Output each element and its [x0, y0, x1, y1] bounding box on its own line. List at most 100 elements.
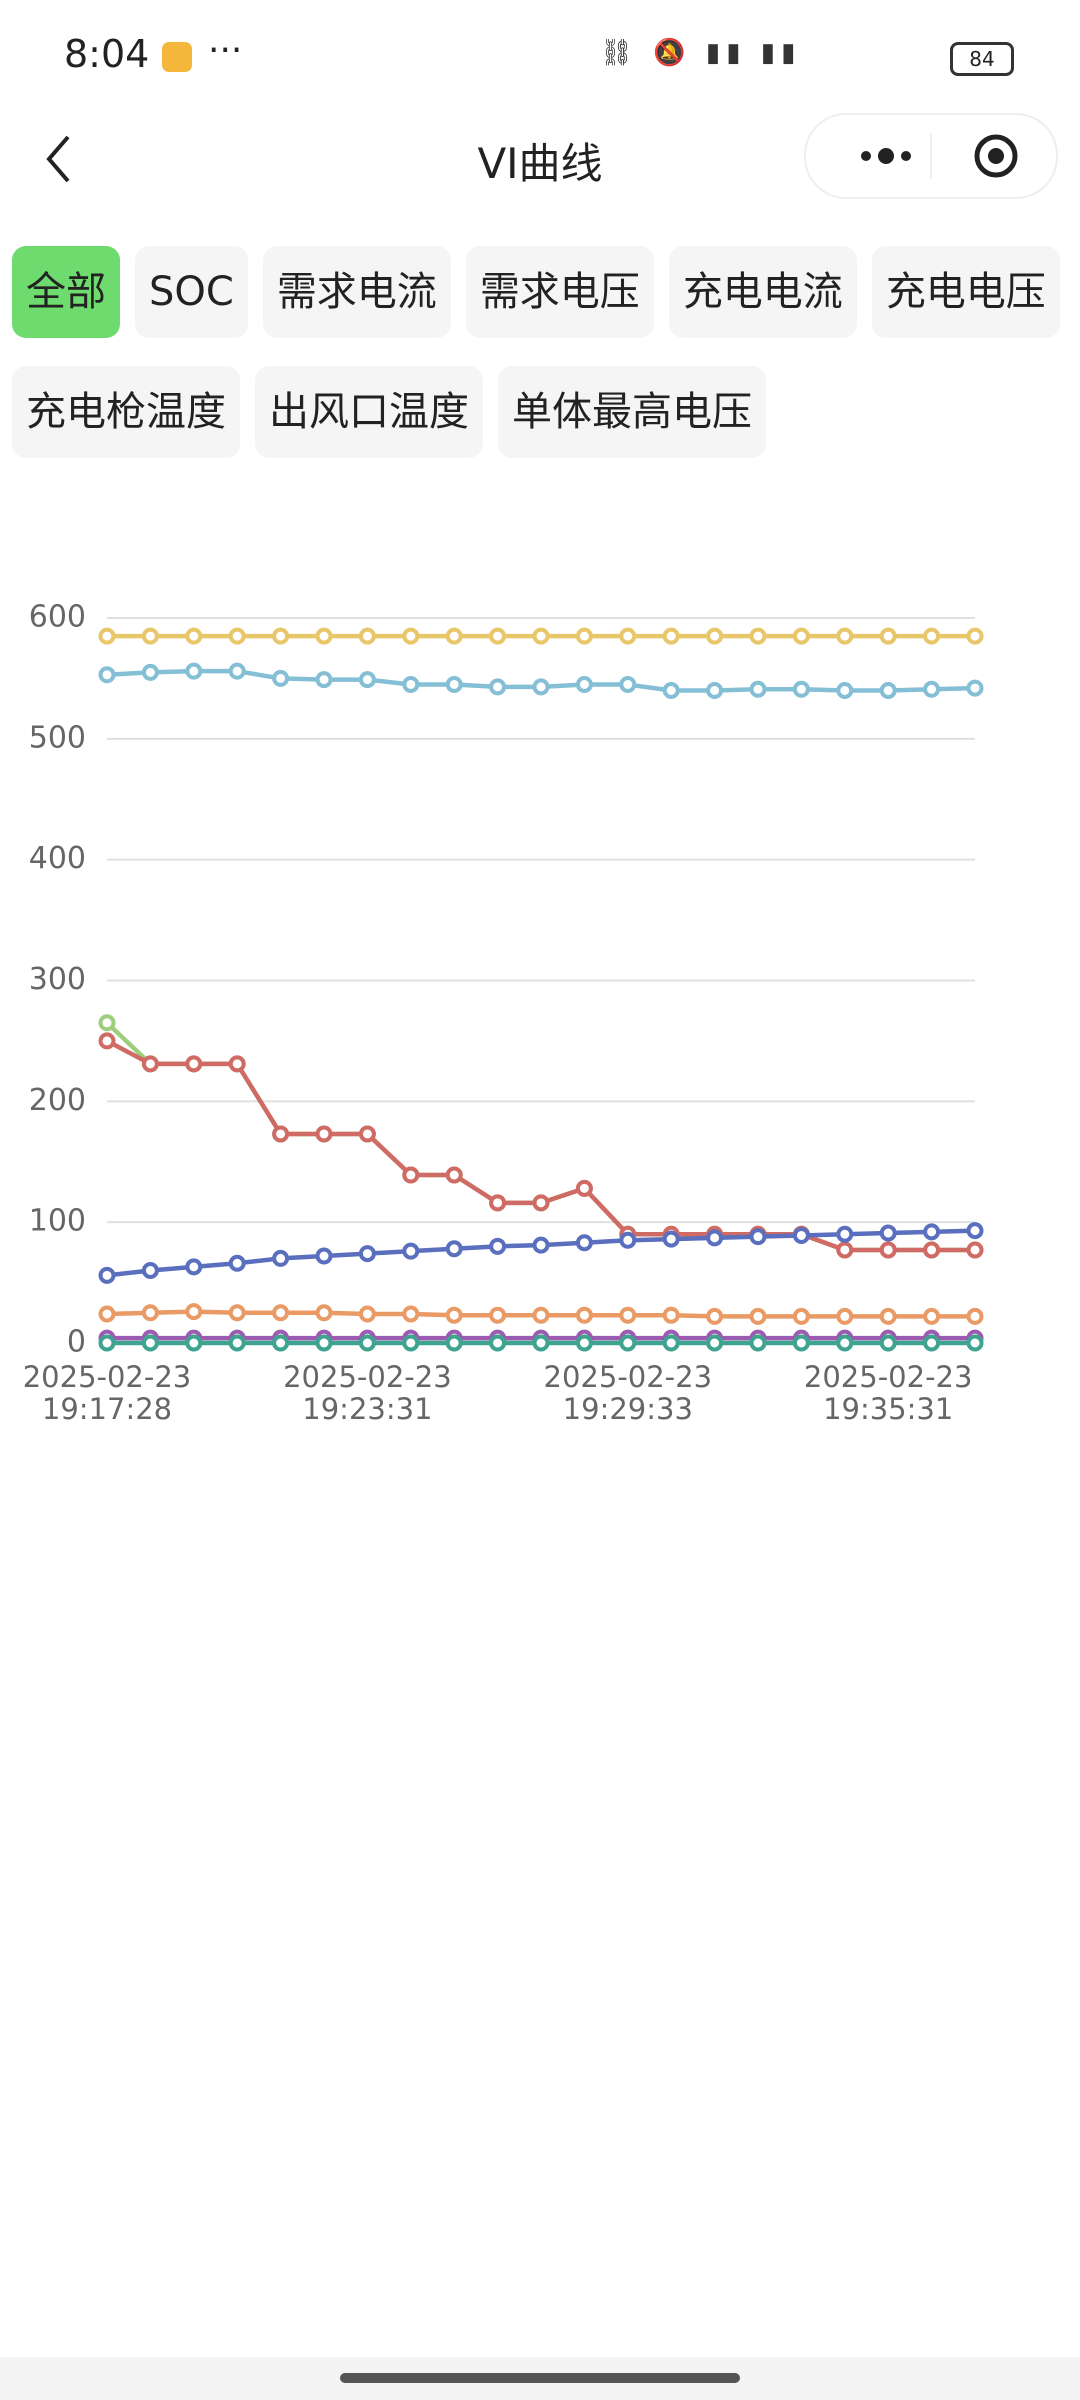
data-point: [662, 627, 680, 645]
data-point: [315, 1247, 333, 1265]
tab[interactable]: 需求电流: [262, 246, 451, 338]
data-point: [923, 1223, 941, 1241]
data-point: [402, 1305, 420, 1323]
data-point: [141, 1055, 159, 1073]
data-point: [575, 627, 593, 645]
data-point: [228, 1055, 246, 1073]
data-point: [792, 627, 810, 645]
y-tick-label: 400: [29, 841, 86, 876]
data-point: [98, 1014, 116, 1032]
tab[interactable]: 全部: [12, 246, 120, 338]
data-point: [185, 1055, 203, 1073]
data-point: [185, 1303, 203, 1321]
data-point: [532, 627, 550, 645]
data-point: [792, 1334, 810, 1352]
data-point: [141, 663, 159, 681]
home-indicator: [340, 2373, 740, 2383]
tab[interactable]: 单体最高电压: [498, 366, 766, 458]
back-button[interactable]: [44, 134, 74, 184]
data-point: [445, 675, 463, 693]
data-point: [141, 1262, 159, 1279]
capsule-icons[interactable]: [806, 115, 1056, 197]
data-point: [272, 1304, 290, 1322]
data-point: [662, 1230, 680, 1248]
tab[interactable]: 充电枪温度: [12, 366, 240, 458]
data-point: [185, 1334, 203, 1352]
data-point: [619, 1306, 637, 1324]
data-point: [966, 1241, 984, 1259]
data-point: [923, 1334, 941, 1352]
data-point: [315, 671, 333, 689]
data-point: [749, 1307, 767, 1325]
data-point: [185, 627, 203, 645]
y-tick-label: 300: [29, 962, 86, 997]
data-point: [532, 1194, 550, 1212]
data-point: [575, 1334, 593, 1352]
data-point: [445, 627, 463, 645]
data-point: [923, 1241, 941, 1259]
tab[interactable]: 充电电流: [668, 246, 857, 338]
status-icons: ⛓ 🔕 ▮▮ ▮▮: [600, 38, 802, 68]
data-point: [575, 1179, 593, 1197]
data-point: [402, 1334, 420, 1352]
tab[interactable]: SOC: [135, 246, 248, 338]
tab[interactable]: 充电电压: [871, 246, 1060, 338]
data-point: [315, 627, 333, 645]
data-point: [358, 1125, 376, 1143]
data-point: [792, 1307, 810, 1325]
data-point: [315, 1304, 333, 1322]
data-point: [315, 1125, 333, 1143]
data-point: [879, 1224, 897, 1242]
data-point: [836, 627, 854, 645]
data-point: [98, 1266, 116, 1284]
data-point: [185, 662, 203, 680]
tab[interactable]: 需求电压: [465, 246, 654, 338]
data-point: [706, 627, 724, 645]
data-point: [575, 1306, 593, 1324]
data-point: [489, 1237, 507, 1255]
battery: 84: [950, 42, 1014, 76]
data-point: [228, 1334, 246, 1352]
data-point: [619, 1231, 637, 1249]
data-point: [489, 627, 507, 645]
data-point: [575, 1234, 593, 1252]
data-point: [402, 1166, 420, 1184]
data-point: [923, 627, 941, 645]
data-point: [272, 1334, 290, 1352]
data-point: [879, 1334, 897, 1352]
data-point: [98, 1334, 116, 1352]
data-point: [879, 627, 897, 645]
data-point: [445, 1334, 463, 1352]
data-point: [966, 679, 984, 697]
data-point: [141, 1304, 159, 1322]
data-point: [966, 1307, 984, 1325]
nav-bar: VI曲线: [0, 110, 1080, 202]
data-point: [749, 1228, 767, 1246]
data-point: [402, 1242, 420, 1260]
data-point: [923, 680, 941, 698]
data-point: [966, 1334, 984, 1352]
data-point: [792, 680, 810, 698]
data-point: [272, 1249, 290, 1267]
chart-svg: 0 100 200 300 400 500 600: [29, 600, 984, 1360]
data-point: [445, 1166, 463, 1184]
y-tick-label: 100: [29, 1204, 86, 1239]
home-bar: [0, 2357, 1080, 2400]
data-point: [619, 1334, 637, 1352]
data-point: [619, 675, 637, 693]
data-point: [358, 671, 376, 689]
y-tick-label: 500: [29, 720, 86, 755]
data-point: [706, 1229, 724, 1247]
x-tick-label: 2025-02-23 19:35:31: [803, 1360, 973, 1426]
data-point: [532, 1306, 550, 1324]
data-point: [228, 1304, 246, 1322]
page-title: VI曲线: [477, 139, 603, 188]
data-point: [489, 1194, 507, 1212]
data-point: [141, 627, 159, 645]
data-point: [489, 1306, 507, 1324]
data-point: [98, 627, 116, 645]
data-point: [185, 1258, 203, 1276]
x-tick-label: 2025-02-23 19:17:28: [22, 1360, 192, 1426]
data-point: [662, 682, 680, 699]
tab[interactable]: 出风口温度: [255, 366, 483, 458]
